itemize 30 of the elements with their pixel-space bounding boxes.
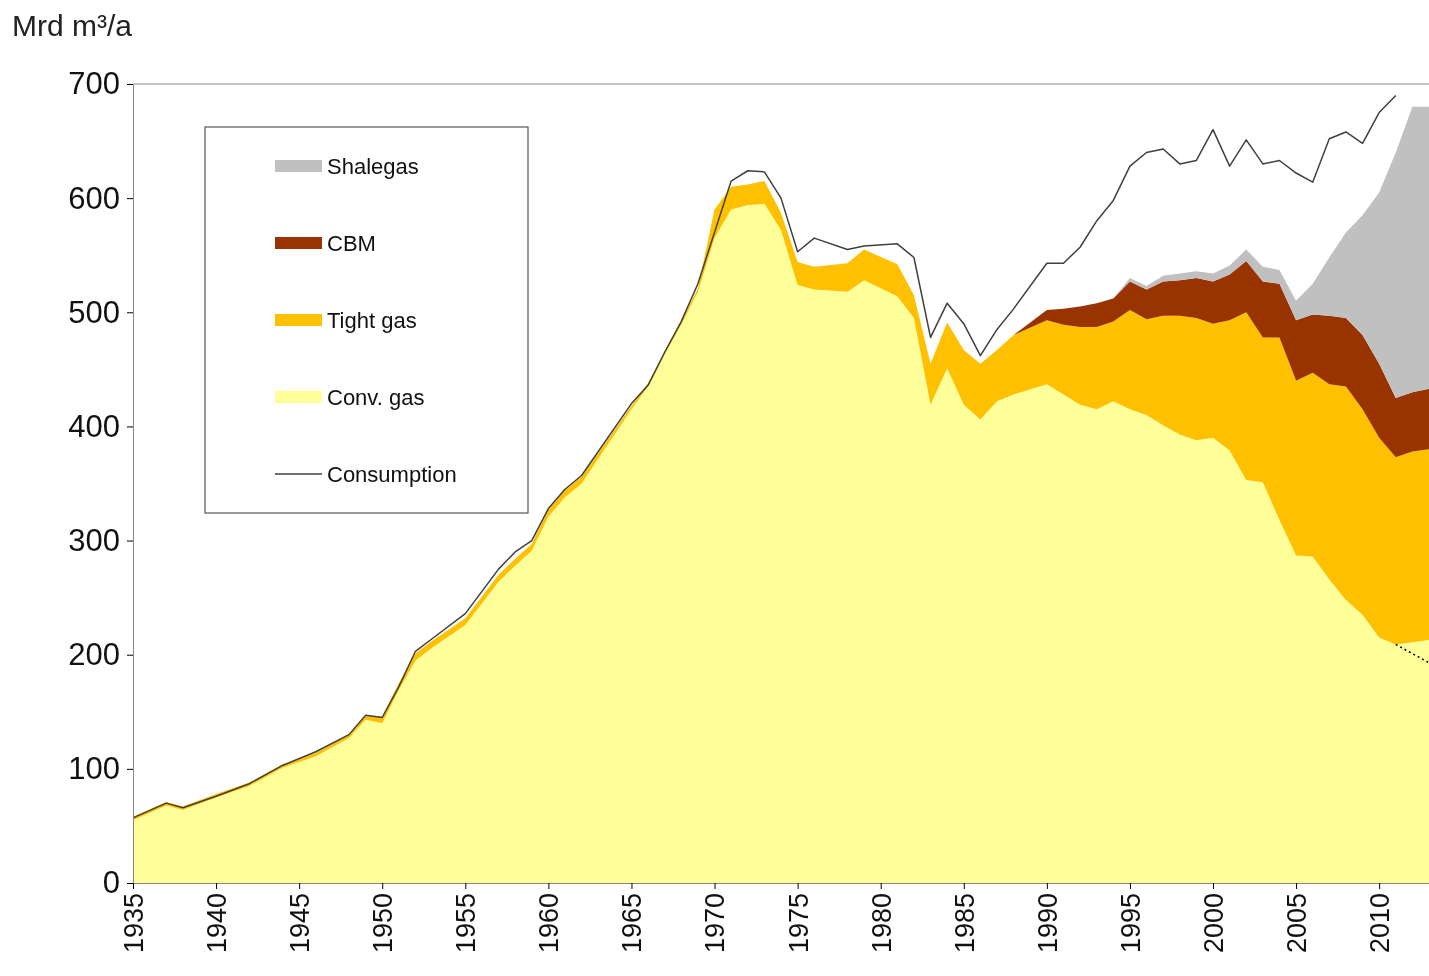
x-tick-label: 1985 — [949, 893, 980, 954]
legend-label: Shalegas — [327, 153, 419, 179]
legend-label: Conv. gas — [327, 384, 425, 410]
x-tick-label: 1970 — [700, 893, 731, 954]
x-tick-label: 1975 — [783, 893, 814, 954]
x-tick-label: 2000 — [1198, 893, 1229, 954]
y-tick-label: 100 — [68, 751, 120, 787]
y-tick-label: 400 — [68, 408, 120, 444]
x-tick-label: 2005 — [1282, 893, 1313, 954]
x-tick-label: 1990 — [1032, 893, 1063, 954]
legend-label: Tight gas — [327, 307, 417, 333]
y-tick-label: 0 — [102, 865, 120, 901]
y-tick-label: 600 — [68, 180, 120, 216]
legend-label: Consumption — [327, 461, 457, 487]
y-tick-label: 500 — [68, 294, 120, 330]
y-tick-label: 200 — [68, 637, 120, 673]
x-tick-label: 1940 — [202, 893, 233, 954]
y-tick-label: 700 — [68, 66, 120, 102]
y-tick-label: 300 — [68, 522, 120, 558]
legend-label: CBM — [327, 230, 376, 256]
x-tick-label: 1935 — [118, 893, 149, 954]
x-tick-label: 1980 — [866, 893, 897, 954]
x-tick-label: 1945 — [285, 893, 316, 954]
x-tick-label: 1965 — [617, 893, 648, 954]
y-axis-title: Mrd m³/a — [12, 9, 133, 42]
x-tick-label: 2010 — [1365, 893, 1396, 954]
x-tick-label: 1960 — [534, 893, 565, 954]
x-tick-label: 1955 — [451, 893, 482, 954]
x-tick-label: 1995 — [1115, 893, 1146, 954]
x-tick-label: 1950 — [368, 893, 399, 954]
